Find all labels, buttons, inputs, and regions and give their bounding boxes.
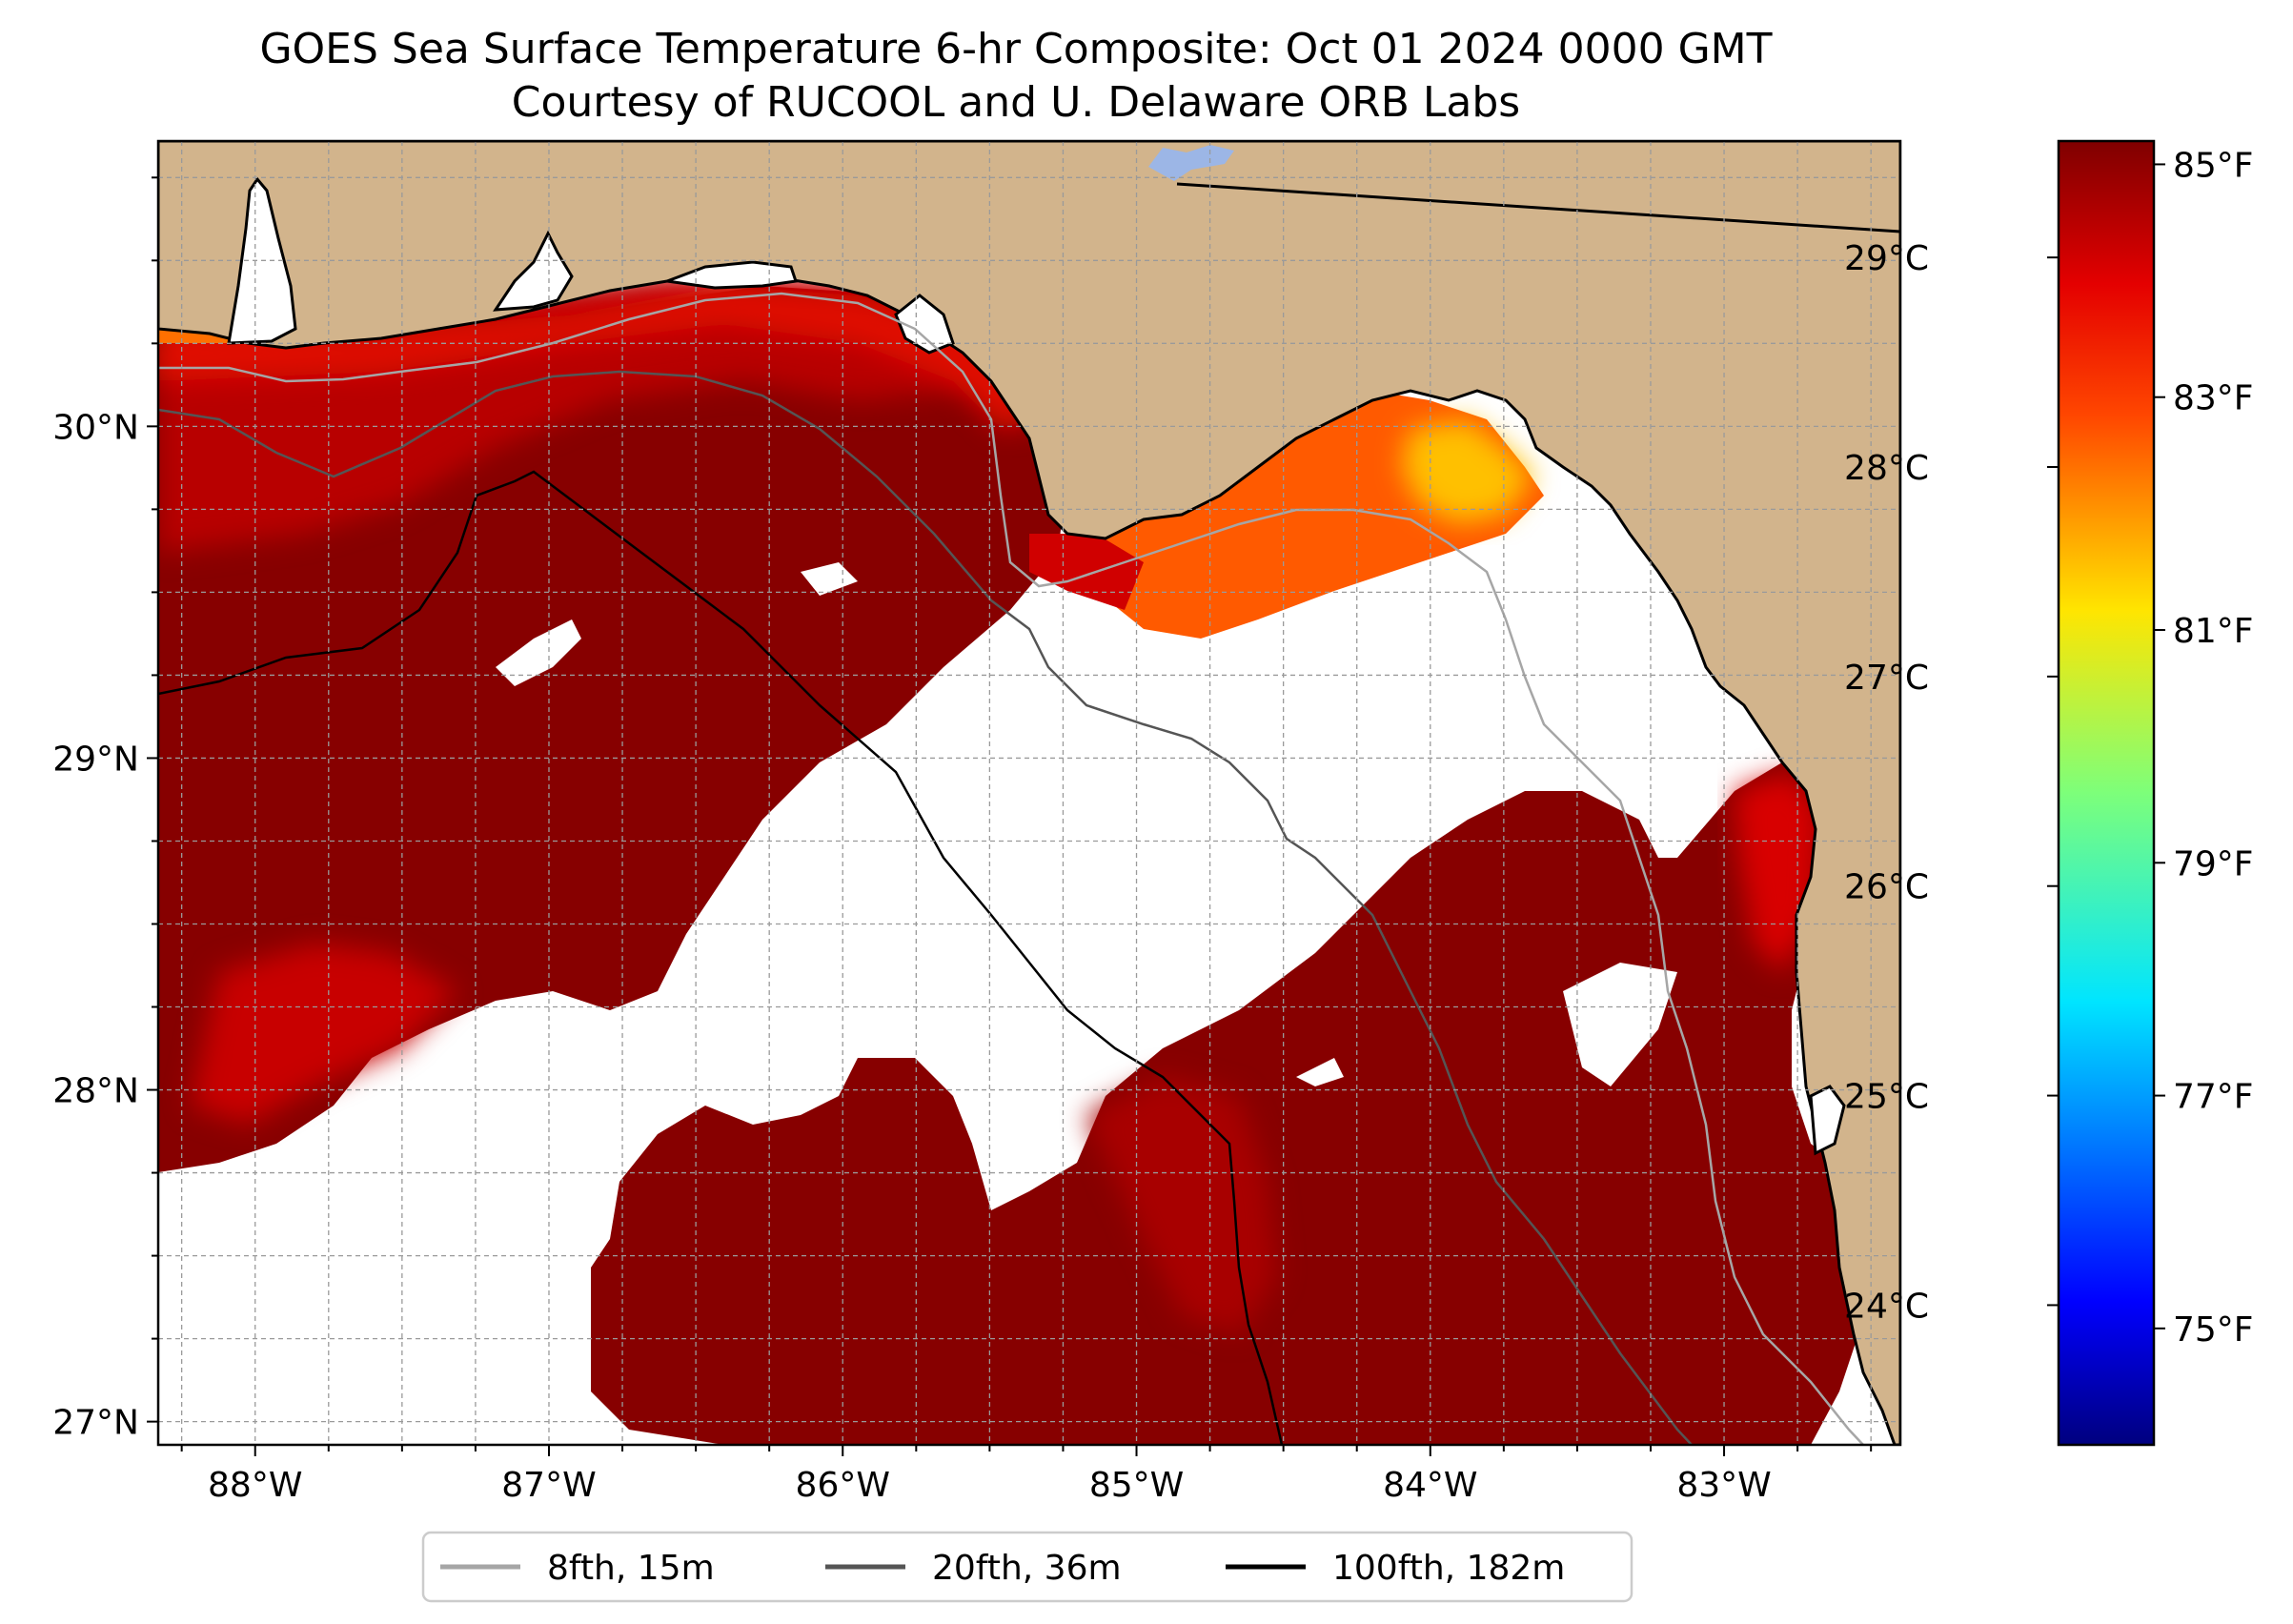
sst-band-yellow-east [1401,419,1534,524]
bathymetry-contours [158,292,1864,1445]
gridlines [158,141,1900,1445]
legend-label: 20fth, 36m [932,1549,1122,1588]
legend: 8fth, 15m 20fth, 36m 100fth, 182m [421,1531,1634,1603]
x-tick-label: 84°W [1383,1466,1477,1505]
inland-lake [1148,145,1234,181]
celsius-tick-label: 25°C [1844,1078,1929,1117]
map-panel [158,141,1900,1445]
map-frame [156,139,1902,1447]
sst-patch-red-center [1086,1077,1277,1334]
celsius-tick-label: 24°C [1844,1287,1929,1326]
legend-label: 100fth, 182m [1332,1549,1565,1588]
celsius-tick-label: 29°C [1844,239,1929,278]
y-tick-label: 27°N [52,1404,139,1443]
contour-100fth [158,470,1284,1445]
sst-band-red-apalachee [1029,534,1144,610]
y-axis: 27°N 28°N 29°N 30°N [52,176,158,1443]
no-data-gap-3 [1296,1058,1344,1086]
st-andrews-bay [894,294,955,355]
colorbar-fahrenheit-axis: 85°F 83°F 81°F 79°F 77°F 75°F [2154,146,2254,1350]
x-tick-label: 88°W [208,1466,302,1505]
state-border [1176,182,1900,233]
fahrenheit-tick-label: 83°F [2173,379,2254,418]
legend-label: 8fth, 15m [547,1549,715,1588]
x-tick-label: 83°W [1676,1466,1771,1505]
land [158,141,1900,1445]
colorbar-celsius-axis: 29°C 28°C 27°C 26°C 25°C 24°C [1844,239,2059,1326]
sst-field [158,210,1868,1445]
colorbar-gradient [2059,141,2154,1445]
mobile-bay [227,176,297,345]
celsius-tick-label: 28°C [1844,449,1929,488]
legend-items: 8fth, 15m 20fth, 36m 100fth, 182m [440,1549,1565,1588]
sst-patch-red-sw [191,944,457,1125]
fahrenheit-tick-label: 85°F [2173,146,2254,185]
title-line-2: Courtesy of RUCOOL and U. Delaware ORB L… [512,78,1520,127]
pensacola-bay [493,230,574,312]
fahrenheit-tick-label: 79°F [2173,844,2254,883]
x-tick-label: 85°W [1089,1466,1184,1505]
title-line-1: GOES Sea Surface Temperature 6-hr Compos… [259,25,1772,73]
y-tick-label: 30°N [52,408,139,447]
fahrenheit-tick-label: 75°F [2173,1310,2254,1350]
x-axis: 88°W 87°W 86°W 85°W 84°W 83°W [180,1445,1873,1505]
colorbar: 29°C 28°C 27°C 26°C 25°C 24°C 85°F 83°F 81°F 79°… [1844,139,2254,1447]
tampa-bay [1809,1085,1846,1156]
sst-band-red-coastal [158,286,1039,429]
no-data-gap-1 [496,619,581,686]
y-tick-label: 28°N [52,1072,139,1111]
contour-8fth [158,292,1864,1445]
fahrenheit-tick-label: 77°F [2173,1078,2254,1117]
celsius-tick-label: 27°C [1844,659,1929,698]
y-tick-label: 29°N [52,740,139,779]
legend-box [421,1531,1634,1603]
x-tick-label: 87°W [501,1466,596,1505]
colorbar-frame [2057,139,2156,1447]
no-data-gap-2 [1563,963,1677,1086]
choctawhatchee-bay [666,260,798,290]
contour-20fth [158,370,1693,1445]
x-tick-label: 86°W [796,1466,890,1505]
fahrenheit-tick-label: 81°F [2173,612,2254,651]
celsius-tick-label: 26°C [1844,868,1929,907]
no-data-gap-4 [801,562,858,596]
